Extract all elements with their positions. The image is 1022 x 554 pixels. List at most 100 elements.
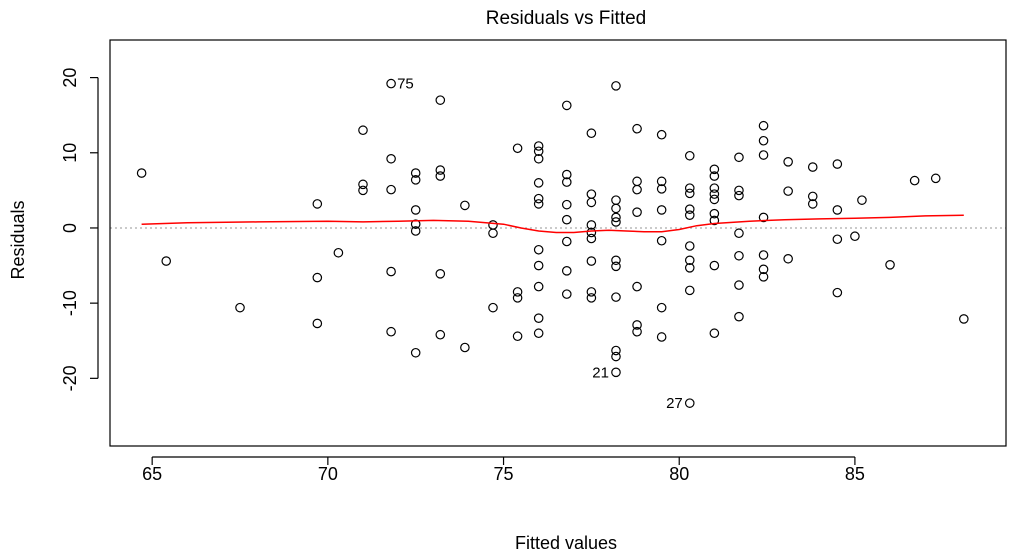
data-point — [832, 287, 843, 298]
x-tick-label: 80 — [669, 464, 689, 484]
point-labels-group: 75 21 27 — [397, 76, 683, 413]
data-point — [734, 228, 744, 239]
data-point — [533, 281, 544, 292]
data-point — [410, 168, 421, 178]
data-point — [857, 195, 867, 205]
data-point — [561, 177, 572, 187]
data-point — [632, 123, 642, 134]
data-point — [734, 190, 744, 201]
data-point — [611, 261, 621, 272]
data-point — [161, 256, 172, 266]
data-point — [512, 293, 523, 303]
data-point — [656, 129, 667, 140]
data-point — [435, 171, 446, 181]
data-point — [734, 185, 744, 196]
data-point — [758, 135, 769, 146]
data-point — [632, 320, 642, 330]
data-point — [435, 269, 446, 279]
data-point — [783, 186, 793, 196]
data-point — [312, 199, 323, 209]
data-point — [758, 272, 769, 282]
data-point — [709, 328, 720, 339]
data-point — [709, 189, 720, 199]
point-label: 75 — [397, 76, 414, 93]
data-point — [533, 193, 544, 204]
data-point — [386, 184, 396, 195]
data-point — [533, 313, 544, 323]
data-point — [410, 347, 421, 358]
data-point — [807, 162, 818, 172]
plot-frame — [109, 39, 1007, 447]
data-point — [460, 342, 470, 353]
data-point — [930, 173, 941, 184]
data-point — [358, 185, 368, 196]
data-point — [709, 164, 720, 175]
data-point — [709, 194, 720, 205]
x-tick-label: 75 — [494, 464, 514, 484]
data-point — [312, 318, 323, 329]
data-point — [885, 260, 895, 270]
x-tick-label: 65 — [142, 464, 162, 484]
data-point — [709, 183, 720, 193]
data-point — [611, 195, 621, 205]
data-point — [656, 176, 667, 187]
data-point — [512, 331, 523, 342]
data-point — [512, 287, 523, 297]
data-point — [586, 256, 597, 266]
data-point — [488, 302, 498, 313]
data-point — [632, 207, 642, 217]
data-point — [533, 146, 544, 157]
y-tick-label: -20 — [60, 365, 80, 391]
data-point — [488, 220, 498, 230]
x-axis-title: Fitted values — [515, 533, 617, 553]
data-point — [684, 255, 695, 266]
data-point — [586, 233, 597, 244]
data-point — [684, 285, 695, 296]
data-point — [656, 205, 667, 215]
data-point — [410, 205, 421, 215]
data-point — [386, 326, 396, 337]
data-point — [758, 120, 769, 131]
data-point — [611, 217, 621, 227]
data-point — [358, 179, 368, 190]
data-point — [386, 153, 396, 164]
y-tick-label: 0 — [60, 223, 80, 233]
data-point — [410, 219, 421, 230]
data-point — [709, 260, 720, 271]
y-axis: -20 -10 0 10 20 — [60, 68, 99, 391]
data-point — [586, 293, 597, 303]
data-point — [807, 199, 818, 209]
data-point — [656, 302, 667, 313]
data-point — [656, 184, 667, 194]
data-point — [632, 184, 642, 195]
chart-title: Residuals vs Fitted — [486, 8, 647, 29]
data-point — [611, 351, 621, 362]
data-point — [333, 247, 344, 258]
y-tick-label: 20 — [60, 68, 80, 88]
data-point — [709, 208, 720, 219]
data-point — [632, 176, 642, 187]
data-point — [832, 205, 843, 215]
data-point — [512, 143, 523, 154]
x-axis: 65 70 75 80 85 — [142, 456, 865, 484]
data-point — [734, 311, 744, 322]
data-point — [959, 314, 969, 324]
data-point — [734, 280, 744, 290]
data-point — [758, 150, 769, 160]
data-point — [758, 264, 769, 275]
data-point — [611, 81, 621, 91]
data-point — [909, 175, 920, 186]
data-point — [488, 228, 498, 239]
data-point — [783, 253, 793, 264]
x-tick-label: 70 — [318, 464, 338, 484]
data-point — [533, 199, 544, 209]
data-point — [684, 263, 695, 273]
data-point — [709, 215, 720, 226]
data-point — [611, 203, 621, 214]
data-point — [136, 168, 147, 178]
data-point — [561, 236, 572, 247]
data-point — [684, 183, 695, 193]
data-point — [709, 171, 720, 181]
